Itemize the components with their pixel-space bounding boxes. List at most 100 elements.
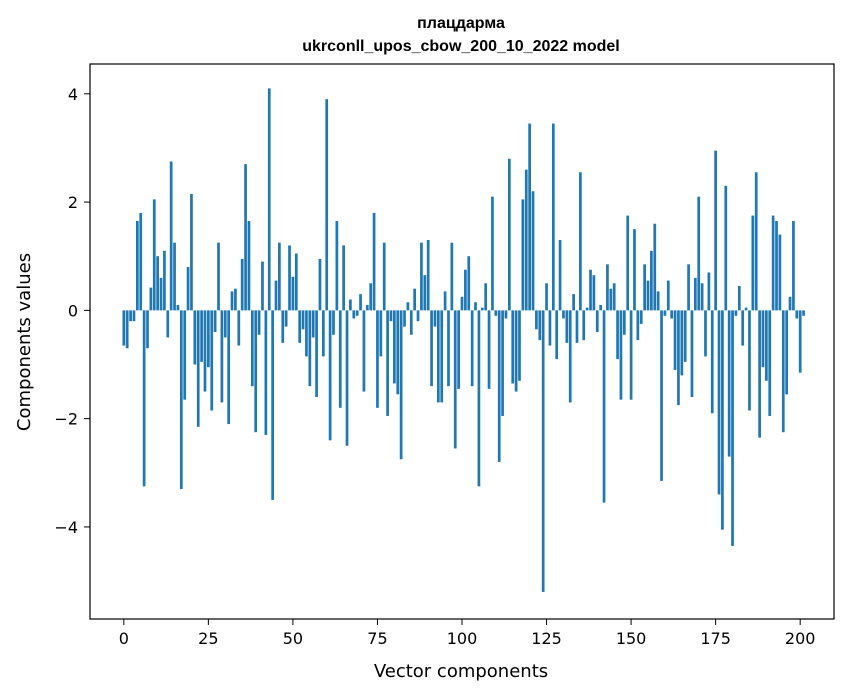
bar [457,310,460,389]
bar [426,239,430,311]
bar [237,310,241,346]
chart-title: плацдарма [417,15,505,32]
bar [521,199,525,311]
bar [802,310,805,316]
bar [663,310,667,316]
bar [768,310,772,416]
bar [220,310,224,403]
bar [646,280,650,311]
bar [396,310,400,395]
x-tick-label: 175 [700,629,731,648]
bar [301,310,305,330]
bar [633,229,636,311]
bar [129,310,132,322]
bar [423,275,427,311]
bar [518,310,521,381]
bar [737,286,741,311]
bar [748,310,751,411]
bar [349,299,352,311]
bar [146,310,149,349]
bar [163,250,166,311]
bar [345,310,349,446]
bar [183,310,187,400]
bar [335,221,339,311]
bar [700,283,704,311]
bar [572,294,575,311]
bar [213,310,217,333]
bar [778,234,782,311]
bar [477,310,481,487]
bar [538,310,542,341]
bar [548,310,552,346]
bar [409,310,413,335]
bar [741,310,745,346]
bar [294,253,298,311]
bar [558,239,562,311]
bar [650,250,653,311]
y-tick-label: 0 [68,301,78,320]
bar [122,310,126,346]
bar [393,310,396,384]
bar [677,310,680,406]
bar [690,310,694,397]
bar [579,172,582,311]
bar [639,310,643,324]
bar [281,310,285,343]
bar [125,310,129,349]
chart-subtitle: ukrconll_upos_cbow_200_10_2022 model [302,38,619,55]
bar [666,280,670,311]
bar [264,310,268,435]
bar [291,276,295,311]
bar [697,196,701,311]
bar [626,215,630,311]
bar [731,310,734,546]
bar [321,310,325,357]
bar [761,310,765,368]
bar [399,310,403,460]
bar [599,304,603,311]
bar [612,283,616,311]
bar [169,161,173,311]
bar [497,310,501,462]
bar [582,310,586,341]
bar [142,310,146,487]
bar [420,242,423,311]
bar [362,310,366,392]
bar [149,287,153,311]
bar [792,221,795,311]
bar [494,310,498,316]
bar [210,310,214,411]
x-axis-ticks: 0 25 50 75 100 125 150 175 200 [119,619,815,648]
bar [453,310,457,449]
bar [342,245,345,311]
plot-frame [89,63,835,620]
bar [430,310,433,387]
bar [480,307,484,311]
x-tick-label: 100 [447,629,478,648]
bar [382,242,386,311]
bar [528,123,531,311]
bar [744,307,748,311]
bar [575,310,579,343]
y-axis-label: Components values [14,253,35,431]
y-tick-label: 2 [68,193,78,212]
bar [352,310,356,319]
bar [440,310,444,403]
bar [288,245,291,311]
bar [562,310,565,319]
bar [152,199,156,311]
bar [217,242,220,311]
bar [551,123,555,311]
bar [267,88,271,311]
bar [636,310,640,341]
bar [656,291,660,311]
bar [795,310,799,319]
bar [325,99,329,311]
bar [531,191,535,311]
bar [240,258,244,311]
bar [460,296,464,311]
bar [386,310,389,416]
bar [687,264,690,311]
bar [156,256,159,311]
bar [359,294,362,311]
